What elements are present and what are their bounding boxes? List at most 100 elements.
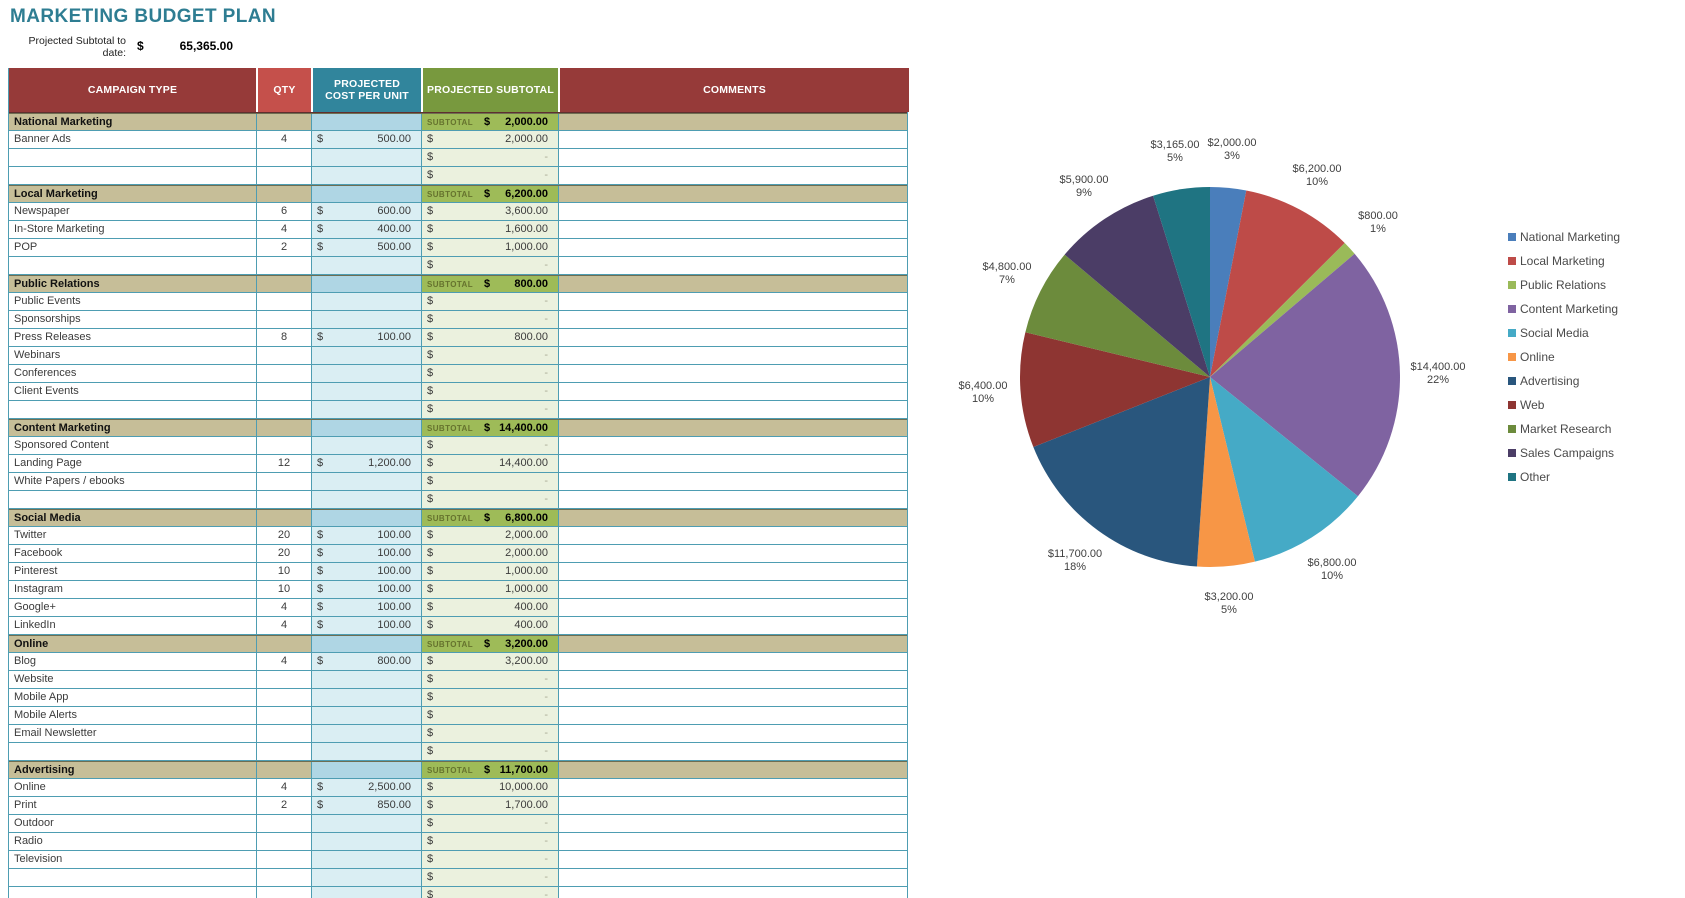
section-name-cell[interactable]: Local Marketing (14, 188, 98, 200)
cell-qty[interactable] (256, 671, 311, 688)
cell-qty[interactable]: 4 (256, 653, 311, 670)
cell-projected-subtotal[interactable]: $ - (421, 149, 558, 166)
cell-projected-subtotal[interactable]: $3,600.00 (421, 203, 558, 220)
cell-projected-subtotal[interactable]: $ - (421, 437, 558, 454)
cell-campaign-name[interactable]: Radio (14, 835, 43, 847)
cell-cost-per-unit[interactable] (311, 689, 421, 706)
section-cost-cell[interactable] (311, 762, 421, 778)
section-name-cell[interactable]: Online (14, 638, 49, 650)
cell-comments[interactable] (558, 617, 909, 634)
cell-qty[interactable] (256, 365, 311, 382)
cell-projected-subtotal[interactable]: $2,000.00 (421, 527, 558, 544)
cell-cost-per-unit[interactable]: $500.00 (311, 239, 421, 256)
cell-campaign-name[interactable]: In-Store Marketing (14, 223, 105, 235)
cell-cost-per-unit[interactable] (311, 671, 421, 688)
cell-campaign-name[interactable]: Twitter (14, 529, 47, 541)
cell-comments[interactable] (558, 131, 909, 148)
cell-comments[interactable] (558, 599, 909, 616)
cell-campaign-name[interactable] (9, 167, 256, 184)
cell-qty[interactable] (256, 887, 311, 898)
section-subtotal-cell[interactable]: SUBTOTAL $6,800.00 (421, 510, 558, 526)
cell-comments[interactable] (558, 221, 909, 238)
cell-cost-per-unit[interactable] (311, 725, 421, 742)
cell-cost-per-unit[interactable]: $100.00 (311, 563, 421, 580)
section-subtotal-cell[interactable]: SUBTOTAL $11,700.00 (421, 762, 558, 778)
cell-cost-per-unit[interactable]: $100.00 (311, 545, 421, 562)
cell-cost-per-unit[interactable]: $100.00 (311, 581, 421, 598)
cell-comments[interactable] (558, 851, 909, 868)
cell-campaign-name[interactable]: Online (14, 781, 46, 793)
cell-comments[interactable] (558, 869, 909, 886)
cell-comments[interactable] (558, 311, 909, 328)
cell-qty[interactable]: 2 (256, 797, 311, 814)
section-subtotal-cell[interactable]: SUBTOTAL $6,200.00 (421, 186, 558, 202)
cell-cost-per-unit[interactable] (311, 383, 421, 400)
cell-comments[interactable] (558, 527, 909, 544)
cell-campaign-name[interactable] (9, 869, 256, 886)
cell-qty[interactable] (256, 167, 311, 184)
cell-comments[interactable] (558, 365, 909, 382)
cell-projected-subtotal[interactable]: $1,600.00 (421, 221, 558, 238)
cell-projected-subtotal[interactable]: $ - (421, 167, 558, 184)
cell-qty[interactable] (256, 383, 311, 400)
cell-qty[interactable] (256, 401, 311, 418)
cell-qty[interactable]: 4 (256, 617, 311, 634)
cell-projected-subtotal[interactable]: $400.00 (421, 617, 558, 634)
cell-projected-subtotal[interactable]: $ - (421, 293, 558, 310)
section-comments-cell[interactable] (558, 510, 909, 526)
cell-qty[interactable] (256, 347, 311, 364)
cell-campaign-name[interactable]: Mobile Alerts (14, 709, 77, 721)
cell-comments[interactable] (558, 725, 909, 742)
cell-campaign-name[interactable] (9, 887, 256, 898)
cell-qty[interactable] (256, 293, 311, 310)
section-name-cell[interactable]: Public Relations (14, 278, 100, 290)
cell-projected-subtotal[interactable]: $ - (421, 887, 558, 898)
cell-cost-per-unit[interactable]: $500.00 (311, 131, 421, 148)
cell-campaign-name[interactable]: Television (14, 853, 63, 865)
cell-cost-per-unit[interactable] (311, 365, 421, 382)
cell-comments[interactable] (558, 257, 909, 274)
cell-projected-subtotal[interactable]: $1,000.00 (421, 239, 558, 256)
cell-cost-per-unit[interactable] (311, 869, 421, 886)
cell-projected-subtotal[interactable]: $3,200.00 (421, 653, 558, 670)
cell-qty[interactable] (256, 491, 311, 508)
cell-campaign-name[interactable] (9, 743, 256, 760)
cell-cost-per-unit[interactable]: $800.00 (311, 653, 421, 670)
section-qty-cell[interactable] (256, 636, 311, 652)
cell-comments[interactable] (558, 707, 909, 724)
cell-comments[interactable] (558, 473, 909, 490)
cell-projected-subtotal[interactable]: $400.00 (421, 599, 558, 616)
cell-comments[interactable] (558, 383, 909, 400)
cell-projected-subtotal[interactable]: $ - (421, 671, 558, 688)
section-name-cell[interactable]: Social Media (14, 512, 81, 524)
cell-campaign-name[interactable]: Sponsorships (14, 313, 81, 325)
cell-campaign-name[interactable]: POP (14, 241, 38, 253)
cell-cost-per-unit[interactable]: $100.00 (311, 329, 421, 346)
cell-qty[interactable] (256, 725, 311, 742)
header-projected-subtotal[interactable]: PROJECTED SUBTOTAL (421, 68, 558, 112)
cell-campaign-name[interactable]: Landing Page (14, 457, 82, 469)
cell-qty[interactable] (256, 815, 311, 832)
cell-projected-subtotal[interactable]: $ - (421, 365, 558, 382)
cell-cost-per-unit[interactable] (311, 833, 421, 850)
cell-qty[interactable] (256, 869, 311, 886)
cell-projected-subtotal[interactable]: $ - (421, 851, 558, 868)
section-subtotal-cell[interactable]: SUBTOTAL $3,200.00 (421, 636, 558, 652)
cell-cost-per-unit[interactable] (311, 743, 421, 760)
cell-projected-subtotal[interactable]: $ - (421, 401, 558, 418)
header-comments[interactable]: COMMENTS (558, 68, 909, 112)
header-campaign-type[interactable]: CAMPAIGN TYPE (9, 68, 256, 112)
cell-cost-per-unit[interactable]: $850.00 (311, 797, 421, 814)
cell-qty[interactable]: 6 (256, 203, 311, 220)
section-qty-cell[interactable] (256, 762, 311, 778)
cell-cost-per-unit[interactable] (311, 815, 421, 832)
section-cost-cell[interactable] (311, 510, 421, 526)
section-comments-cell[interactable] (558, 762, 909, 778)
section-subtotal-cell[interactable]: SUBTOTAL $14,400.00 (421, 420, 558, 436)
cell-campaign-name[interactable]: Press Releases (14, 331, 92, 343)
section-cost-cell[interactable] (311, 420, 421, 436)
cell-projected-subtotal[interactable]: $ - (421, 815, 558, 832)
cell-cost-per-unit[interactable]: $100.00 (311, 527, 421, 544)
cell-comments[interactable] (558, 545, 909, 562)
cell-campaign-name[interactable]: Newspaper (14, 205, 70, 217)
